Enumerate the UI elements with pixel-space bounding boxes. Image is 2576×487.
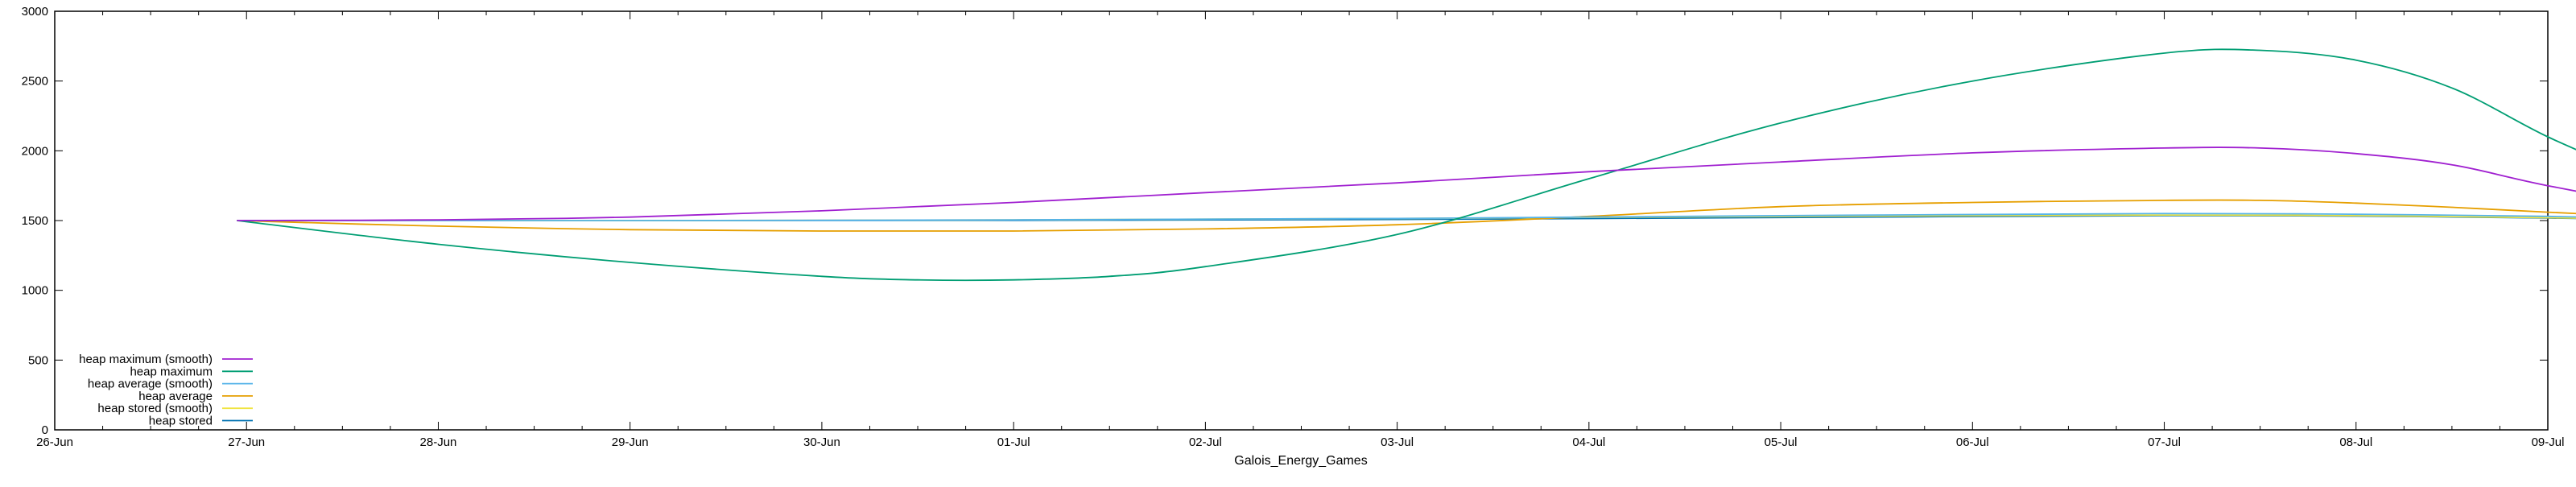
x-axis: 26-Jun 27-Jun 28-Jun 29-Jun 30-Jun 01-Jul 02-J… [36, 11, 2564, 449]
y-tick-label: 2000 [22, 144, 48, 158]
x-tick-label: 30-Jun [803, 435, 840, 449]
y-tick-label: 0 [42, 423, 48, 437]
legend-label-heap-average-smooth: heap average (smooth) [88, 378, 213, 391]
series-line-heap-maximum-smooth [237, 147, 2576, 221]
x-axis-label: Galois_Energy_Games [1234, 454, 1367, 468]
x-tick-label: 01-Jul [997, 435, 1030, 449]
x-tick-label: 05-Jul [1765, 435, 1798, 449]
y-tick-label: 3000 [22, 5, 48, 19]
x-tick-label: 29-Jun [612, 435, 649, 449]
x-tick-label: 09-Jul [2532, 435, 2565, 449]
x-tick-label: 08-Jul [2339, 435, 2372, 449]
legend-label-heap-maximum-smooth: heap maximum (smooth) [79, 353, 213, 366]
x-tick-label: 28-Jun [420, 435, 457, 449]
x-tick-label: 26-Jun [36, 435, 73, 449]
x-tick-label: 06-Jul [1956, 435, 1989, 449]
y-tick-label: 2500 [22, 75, 48, 89]
x-tick-label: 04-Jul [1572, 435, 1605, 449]
x-tick-label: 07-Jul [2148, 435, 2181, 449]
y-tick-label: 1500 [22, 214, 48, 228]
legend-label-heap-average: heap average [138, 390, 213, 403]
x-tick-label: 03-Jul [1381, 435, 1414, 449]
y-axis: 0 500 1000 1500 2000 2500 3000 [22, 5, 2548, 437]
x-tick-label: 02-Jul [1189, 435, 1222, 449]
y-tick-label: 500 [28, 353, 48, 367]
y-tick-label: 1000 [22, 284, 48, 298]
series-line-heap-average-smooth [237, 213, 2576, 221]
x-tick-label: 27-Jun [228, 435, 265, 449]
legend-label-heap-stored-smooth: heap stored (smooth) [97, 402, 213, 415]
legend-label-heap-stored: heap stored [149, 415, 213, 428]
series-line-heap-maximum [237, 48, 2576, 282]
series-lines [237, 48, 2576, 282]
legend-label-heap-maximum: heap maximum [130, 365, 213, 378]
